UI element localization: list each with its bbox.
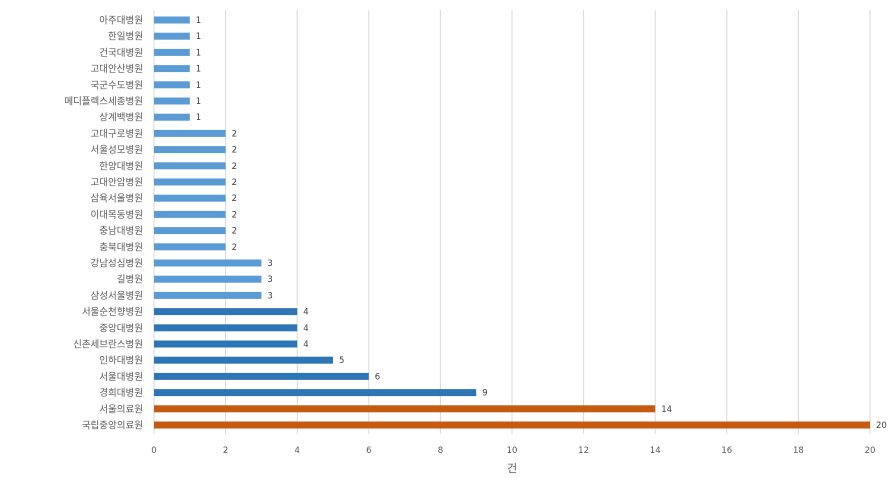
category-label: 서울대병원 — [99, 372, 143, 383]
x-tick-label: 4 — [294, 446, 299, 456]
bar — [154, 308, 298, 316]
x-tick-label: 16 — [721, 446, 732, 456]
category-label: 신촌세브란스병원 — [73, 339, 143, 351]
x-tick-label: 8 — [438, 446, 443, 456]
bar — [154, 48, 190, 56]
bar — [154, 340, 298, 348]
x-tick-label: 10 — [507, 446, 518, 456]
data-label: 2 — [232, 129, 237, 139]
bar — [154, 356, 333, 364]
data-label: 1 — [196, 65, 201, 75]
bar — [154, 405, 656, 413]
category-label: 삼성서울병원 — [91, 291, 143, 302]
bar — [154, 210, 226, 218]
bar — [154, 146, 226, 154]
bar — [154, 194, 226, 202]
bar — [154, 243, 226, 251]
category-label: 국립중앙의료원 — [82, 420, 143, 432]
bar — [154, 81, 190, 89]
data-label: 5 — [339, 356, 344, 366]
x-tick-label: 0 — [151, 446, 156, 456]
data-label: 2 — [232, 194, 237, 204]
bar — [154, 162, 226, 170]
bar — [154, 389, 477, 397]
bar — [154, 421, 870, 429]
data-label: 3 — [267, 275, 272, 285]
data-label: 2 — [232, 210, 237, 220]
category-label: 중앙대병원 — [99, 322, 143, 334]
data-label: 4 — [303, 340, 308, 350]
category-label: 삼육서울병원 — [91, 194, 143, 205]
data-label: 2 — [232, 162, 237, 172]
bar — [154, 65, 190, 73]
data-label: 3 — [267, 259, 272, 269]
bar — [154, 16, 190, 24]
data-label: 1 — [196, 81, 201, 91]
data-label: 9 — [482, 389, 487, 399]
data-label: 1 — [196, 97, 201, 107]
category-label: 국군수도병원 — [91, 80, 143, 91]
category-label: 한일병원 — [108, 32, 143, 43]
data-label: 4 — [303, 324, 308, 334]
bar — [154, 32, 190, 40]
category-label: 한양대병원 — [99, 161, 143, 172]
category-label: 이대목동병원 — [91, 210, 143, 221]
data-label: 6 — [375, 372, 380, 382]
bar — [154, 324, 298, 332]
bar — [154, 275, 262, 283]
category-label: 고대안암병원 — [91, 177, 143, 189]
data-label: 2 — [232, 243, 237, 253]
category-label: 아주대병원 — [99, 16, 143, 27]
x-tick-label: 20 — [865, 446, 876, 456]
bar — [154, 178, 226, 186]
x-tick-label: 2 — [223, 446, 228, 456]
data-label: 3 — [267, 291, 272, 301]
data-label: 14 — [661, 405, 672, 415]
bar — [154, 227, 226, 235]
category-label: 서울성모병원 — [91, 145, 143, 156]
category-label: 경희대병원 — [99, 387, 143, 399]
data-label: 1 — [196, 32, 201, 42]
data-label: 1 — [196, 16, 201, 26]
category-label: 메디플렉스세종병원 — [64, 97, 143, 108]
bar — [154, 372, 369, 380]
bar — [154, 259, 262, 267]
category-label: 충북대병원 — [99, 242, 143, 253]
category-label: 상계백병원 — [99, 112, 143, 124]
bar — [154, 291, 262, 299]
x-tick-label: 12 — [578, 446, 589, 456]
bar — [154, 129, 226, 137]
x-axis-title: 건 — [507, 462, 517, 475]
category-label: 서울의료원 — [99, 404, 143, 415]
category-label: 고대구로병원 — [91, 129, 143, 140]
data-label: 20 — [876, 421, 887, 431]
bar — [154, 113, 190, 121]
data-label: 1 — [196, 48, 201, 58]
category-label: 충남대병원 — [99, 226, 143, 237]
bar — [154, 97, 190, 105]
data-label: 4 — [303, 308, 308, 318]
category-label: 인하대병원 — [99, 355, 143, 367]
x-tick-label: 6 — [366, 446, 371, 456]
data-label: 2 — [232, 227, 237, 237]
category-label: 고대안산병원 — [91, 64, 143, 75]
category-label: 강남성심병원 — [91, 259, 143, 270]
x-tick-label: 18 — [793, 446, 804, 456]
x-tick-label: 14 — [650, 446, 661, 456]
data-label: 2 — [232, 178, 237, 188]
category-label: 길병원 — [117, 274, 143, 286]
data-label: 1 — [196, 113, 201, 123]
category-label: 건국대병원 — [99, 48, 143, 59]
data-label: 2 — [232, 146, 237, 156]
category-label: 서울순천향병원 — [82, 306, 143, 318]
